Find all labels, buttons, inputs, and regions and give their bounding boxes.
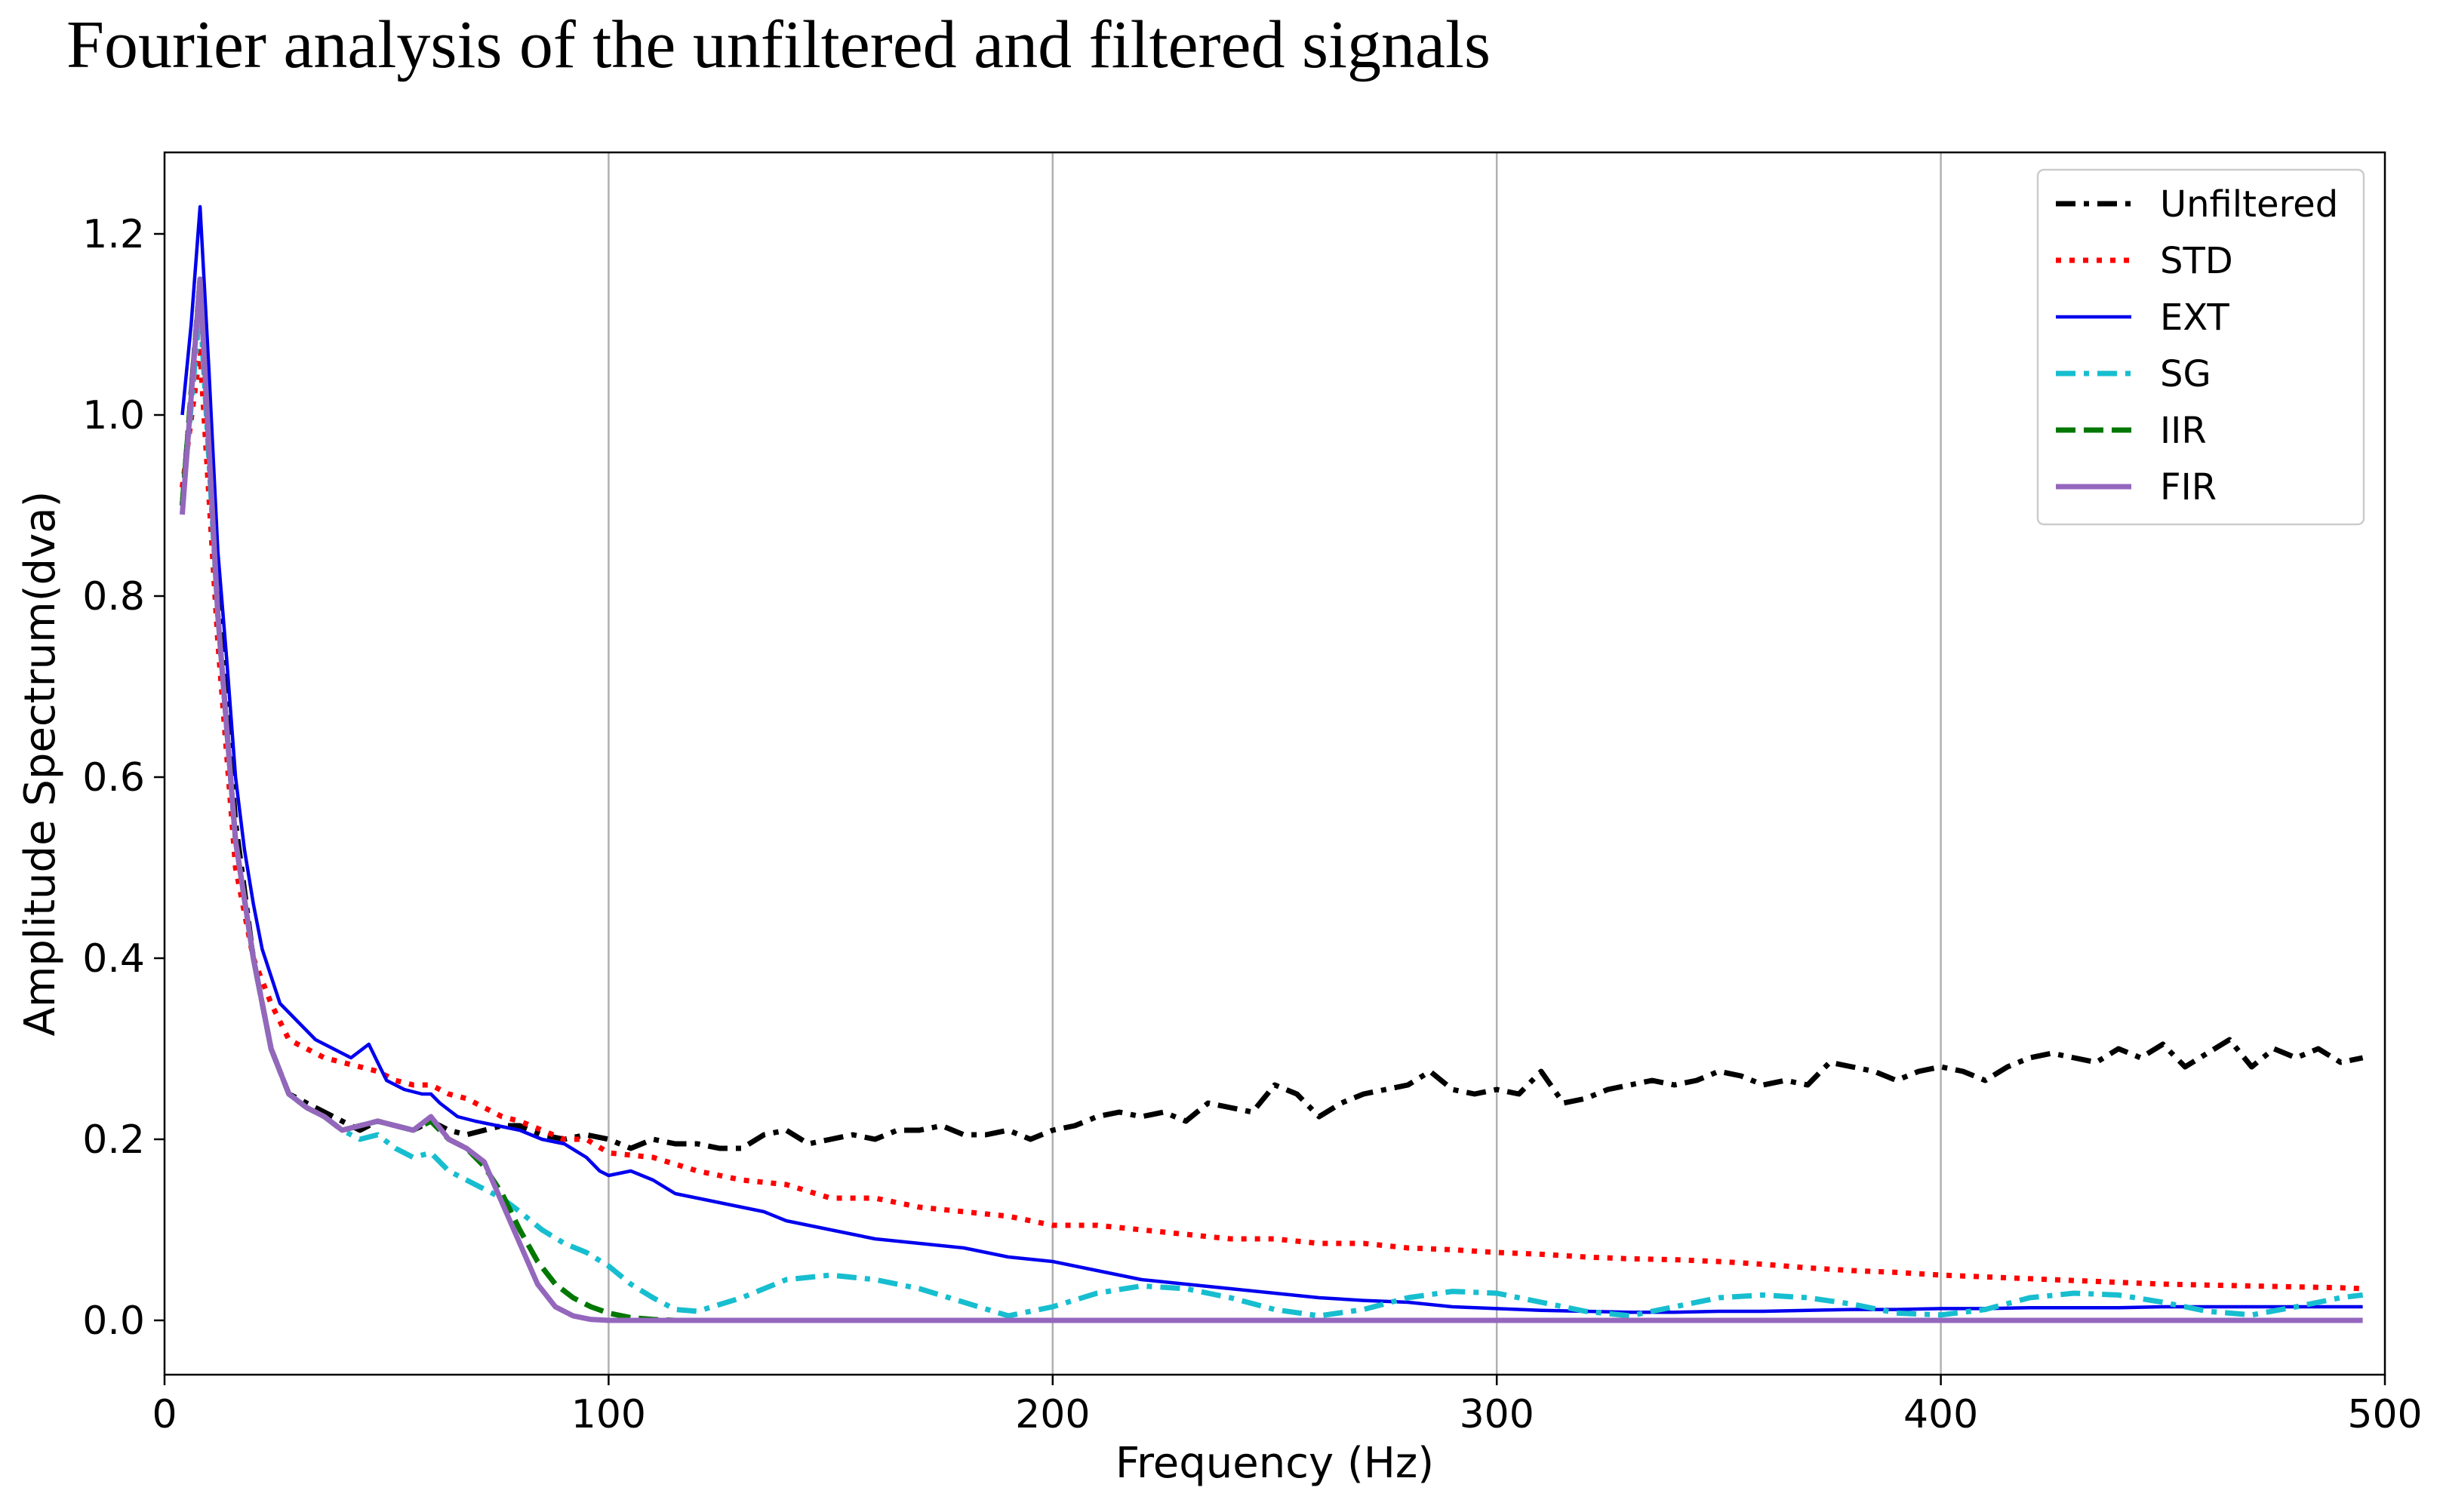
y-tick-label: 0.8 [82, 574, 145, 619]
x-tick-label: 500 [2347, 1392, 2422, 1437]
x-tick-label: 300 [1460, 1392, 1534, 1437]
legend-label-std: STD [2160, 240, 2233, 282]
x-axis-label: Frequency (Hz) [1115, 1439, 1434, 1488]
x-tick-label: 0 [152, 1392, 177, 1437]
y-tick-label: 0.6 [82, 755, 145, 801]
series-line-sg [180, 303, 2364, 1319]
y-tick-label: 0.2 [82, 1117, 145, 1163]
legend-label-sg: SG [2160, 353, 2211, 395]
y-axis-label: Amplitude Spectrum(dva) [16, 491, 65, 1037]
series-lines [180, 204, 2364, 1323]
legend-box [2036, 168, 2365, 526]
y-tick-label: 1.0 [82, 393, 145, 438]
axis-ticks: 0 100 200 300 400 500 0.0 0.2 0.4 0.6 0.8 1.0 1.2 [82, 212, 2422, 1437]
x-tick-label: 200 [1015, 1392, 1090, 1437]
legend-label-unfiltered: Unfiltered [2160, 183, 2338, 226]
series-line-unfiltered [180, 276, 2364, 1151]
y-tick-label: 1.2 [82, 212, 145, 257]
legend-label-fir: FIR [2160, 466, 2217, 509]
plot-frame [163, 151, 2386, 1376]
legend-label-iir: IIR [2160, 410, 2207, 452]
series-line-fir [180, 276, 2363, 1323]
y-tick-label: 0.0 [82, 1298, 145, 1344]
y-tick-label: 0.4 [82, 936, 145, 982]
series-line-std [180, 349, 2363, 1292]
series-line-iir [180, 276, 2363, 1323]
x-tick-label: 400 [1903, 1392, 1978, 1437]
legend: Unfiltered STD EXT SG IIR FIR [2036, 168, 2365, 526]
series-line-ext [180, 204, 2363, 1314]
chart-title: Fourier analysis of the unfiltered and f… [66, 8, 1491, 82]
x-tick-label: 100 [571, 1392, 646, 1437]
legend-label-ext: EXT [2160, 297, 2229, 339]
grid-lines [608, 152, 1942, 1375]
